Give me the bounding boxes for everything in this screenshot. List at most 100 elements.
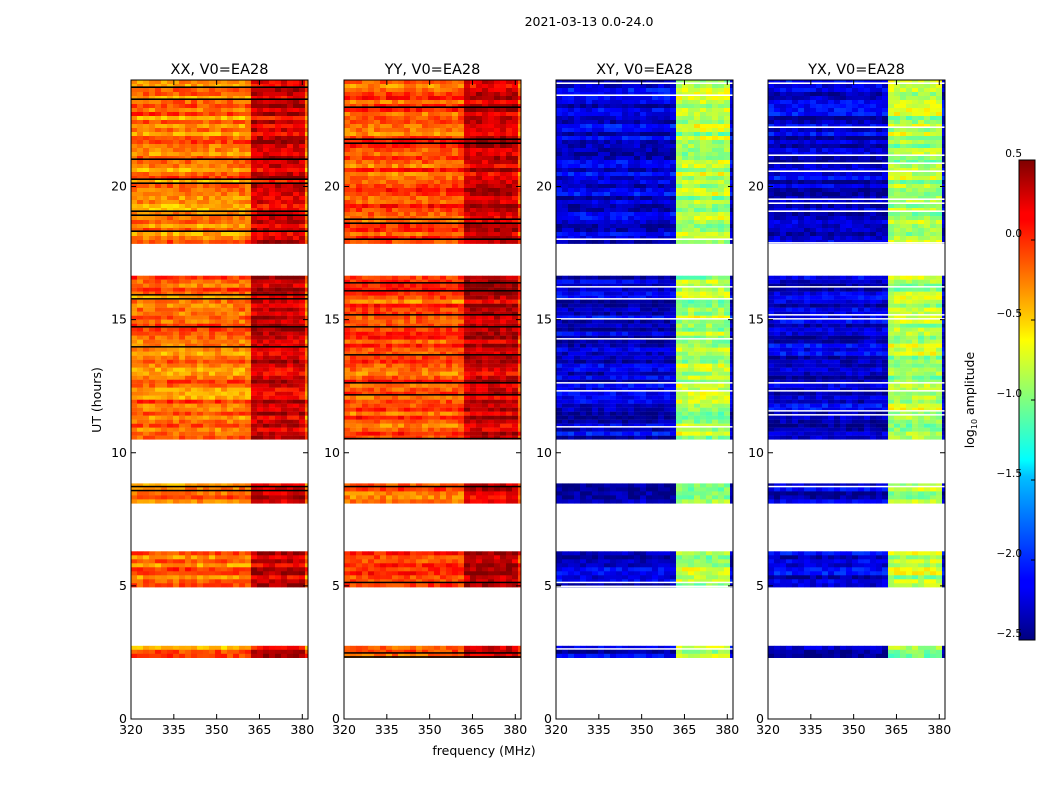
heatmap-cell bbox=[203, 279, 210, 284]
heatmap-cell bbox=[215, 649, 222, 654]
heatmap-cell bbox=[470, 395, 477, 400]
heatmap-cell bbox=[215, 279, 222, 284]
heatmap-cell bbox=[221, 423, 228, 428]
heatmap-cell bbox=[203, 196, 210, 201]
heatmap-cell bbox=[350, 279, 357, 284]
heatmap-cell bbox=[143, 399, 150, 404]
heatmap-cell bbox=[299, 152, 306, 157]
heatmap-cell bbox=[434, 307, 441, 312]
heatmap-cell bbox=[476, 435, 483, 440]
heatmap-cell bbox=[464, 279, 471, 284]
heatmap-cell bbox=[203, 184, 210, 189]
heatmap-cell bbox=[131, 152, 138, 157]
heatmap-cell bbox=[275, 96, 282, 101]
heatmap-cell bbox=[209, 327, 216, 332]
heatmap-cell bbox=[287, 287, 294, 292]
heatmap-cell bbox=[155, 383, 162, 388]
heatmap-cell bbox=[287, 339, 294, 344]
heatmap-cell bbox=[287, 132, 294, 137]
heatmap-cell bbox=[476, 379, 483, 384]
x-tick-label: 320 bbox=[119, 722, 143, 737]
heatmap-cell bbox=[362, 331, 369, 336]
heatmap-cell bbox=[506, 375, 513, 380]
heatmap-cell bbox=[299, 184, 306, 189]
heatmap-cell bbox=[287, 407, 294, 412]
heatmap-cell bbox=[494, 88, 501, 93]
heatmap-cell bbox=[275, 355, 282, 360]
heatmap-cell bbox=[245, 431, 252, 436]
heatmap-cell bbox=[392, 383, 399, 388]
heatmap-cell bbox=[227, 367, 234, 372]
heatmap-cell bbox=[149, 395, 156, 400]
heatmap-cell bbox=[179, 208, 186, 213]
heatmap-cell bbox=[440, 275, 447, 280]
heatmap-cell bbox=[305, 319, 309, 324]
heatmap-cell bbox=[137, 208, 144, 213]
heatmap-cell bbox=[167, 551, 174, 556]
heatmap-cell bbox=[299, 208, 306, 213]
heatmap-cell bbox=[155, 128, 162, 133]
heatmap-cell bbox=[464, 579, 471, 584]
heatmap-cell bbox=[245, 228, 252, 233]
heatmap-cell bbox=[305, 216, 309, 221]
heatmap-cell bbox=[362, 319, 369, 324]
heatmap-cell bbox=[293, 499, 300, 504]
heatmap-cell bbox=[470, 579, 477, 584]
heatmap-cell bbox=[131, 164, 138, 169]
heatmap-cell bbox=[155, 275, 162, 280]
heatmap-cell bbox=[161, 555, 168, 560]
heatmap-cell bbox=[440, 571, 447, 576]
heatmap-cell bbox=[287, 204, 294, 209]
heatmap-cell bbox=[350, 283, 357, 288]
heatmap-cell bbox=[209, 419, 216, 424]
heatmap-cell bbox=[458, 395, 465, 400]
heatmap-cell bbox=[344, 399, 351, 404]
heatmap-cell bbox=[263, 283, 270, 288]
heatmap-cell bbox=[269, 184, 276, 189]
heatmap-cell bbox=[227, 184, 234, 189]
heatmap-cell bbox=[137, 575, 144, 580]
heatmap-cell bbox=[185, 579, 192, 584]
heatmap-cell bbox=[512, 339, 519, 344]
heatmap-cell bbox=[131, 287, 138, 292]
heatmap-cell bbox=[458, 283, 465, 288]
heatmap-cell bbox=[362, 371, 369, 376]
heatmap-cell bbox=[362, 275, 369, 280]
heatmap-cell bbox=[281, 184, 288, 189]
heatmap-cell bbox=[233, 583, 240, 588]
heatmap-cell bbox=[251, 132, 258, 137]
heatmap-cell bbox=[287, 579, 294, 584]
heatmap-cell bbox=[215, 391, 222, 396]
heatmap-cell bbox=[281, 387, 288, 392]
heatmap-cell bbox=[161, 168, 168, 173]
heatmap-cell bbox=[470, 375, 477, 380]
heatmap-cell bbox=[482, 315, 489, 320]
heatmap-cell bbox=[386, 645, 393, 650]
heatmap-cell bbox=[482, 407, 489, 412]
heatmap-cell bbox=[506, 415, 513, 420]
heatmap-cell bbox=[233, 100, 240, 105]
heatmap-cell bbox=[434, 355, 441, 360]
heatmap-cell bbox=[440, 359, 447, 364]
heatmap-cell bbox=[179, 275, 186, 280]
heatmap-cell bbox=[131, 555, 138, 560]
heatmap-cell bbox=[428, 323, 435, 328]
heatmap-cell bbox=[191, 120, 198, 125]
heatmap-cell bbox=[269, 156, 276, 161]
heatmap-cell bbox=[518, 435, 522, 440]
heatmap-cell bbox=[440, 487, 447, 492]
heatmap-cell bbox=[131, 228, 138, 233]
heatmap-cell bbox=[293, 136, 300, 141]
heatmap-cell bbox=[131, 371, 138, 376]
heatmap-cell bbox=[191, 240, 198, 244]
heatmap-cell bbox=[215, 188, 222, 193]
heatmap-cell bbox=[299, 303, 306, 308]
heatmap-cell bbox=[215, 551, 222, 556]
heatmap-cell bbox=[209, 140, 216, 145]
heatmap-cell bbox=[155, 331, 162, 336]
heatmap-cell bbox=[197, 327, 204, 332]
heatmap-cell bbox=[131, 108, 138, 113]
heatmap-cell bbox=[269, 224, 276, 229]
heatmap-cell bbox=[476, 283, 483, 288]
heatmap-cell bbox=[227, 359, 234, 364]
